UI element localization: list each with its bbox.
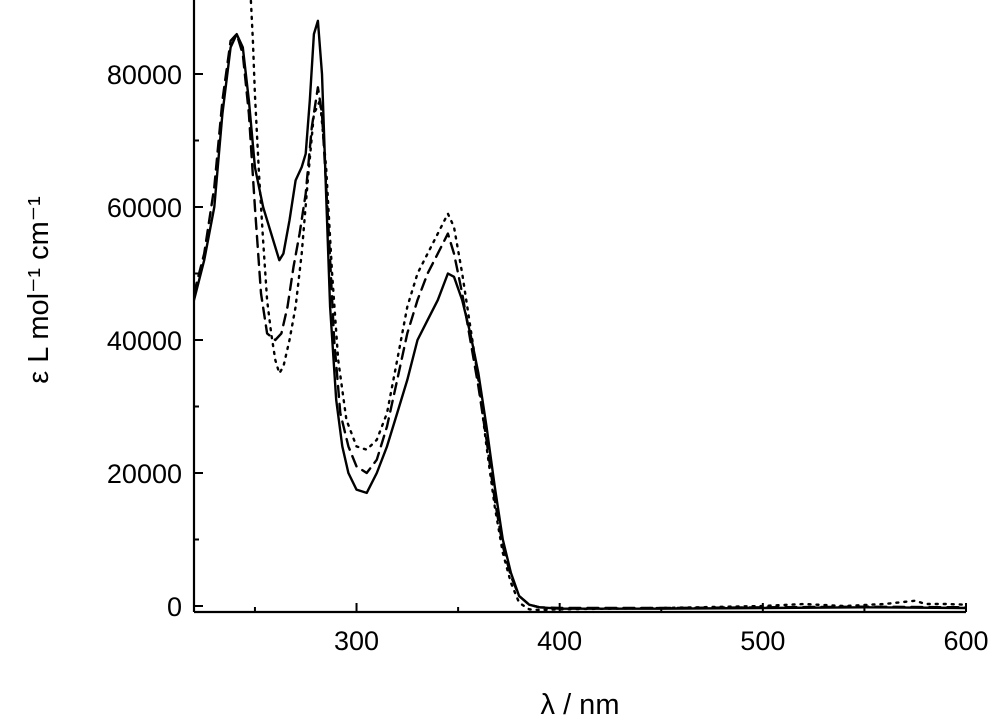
series-line-dashed (194, 32, 966, 610)
y-tick-label: 20000 (107, 459, 182, 489)
series-line-dotted (249, 0, 966, 612)
y-tick-label: 80000 (107, 60, 182, 90)
x-tick-label: 500 (740, 626, 785, 656)
axes-layer (192, 0, 967, 614)
series-line-solid (194, 19, 966, 610)
x-axis-title: λ / nm (541, 689, 620, 721)
y-tick-label: 40000 (107, 326, 182, 356)
x-tick-label: 400 (537, 626, 582, 656)
labels-layer: 300 400 500 600 0 20000 40000 60000 80000 (107, 60, 989, 656)
y-tick-label: 60000 (107, 193, 182, 223)
x-tick-label: 300 (334, 626, 379, 656)
series-layer (194, 0, 966, 612)
y-axis-title: ε L mol⁻¹ cm⁻¹ (23, 196, 55, 384)
x-tick-label: 600 (943, 626, 988, 656)
y-tick-label: 0 (167, 592, 182, 622)
